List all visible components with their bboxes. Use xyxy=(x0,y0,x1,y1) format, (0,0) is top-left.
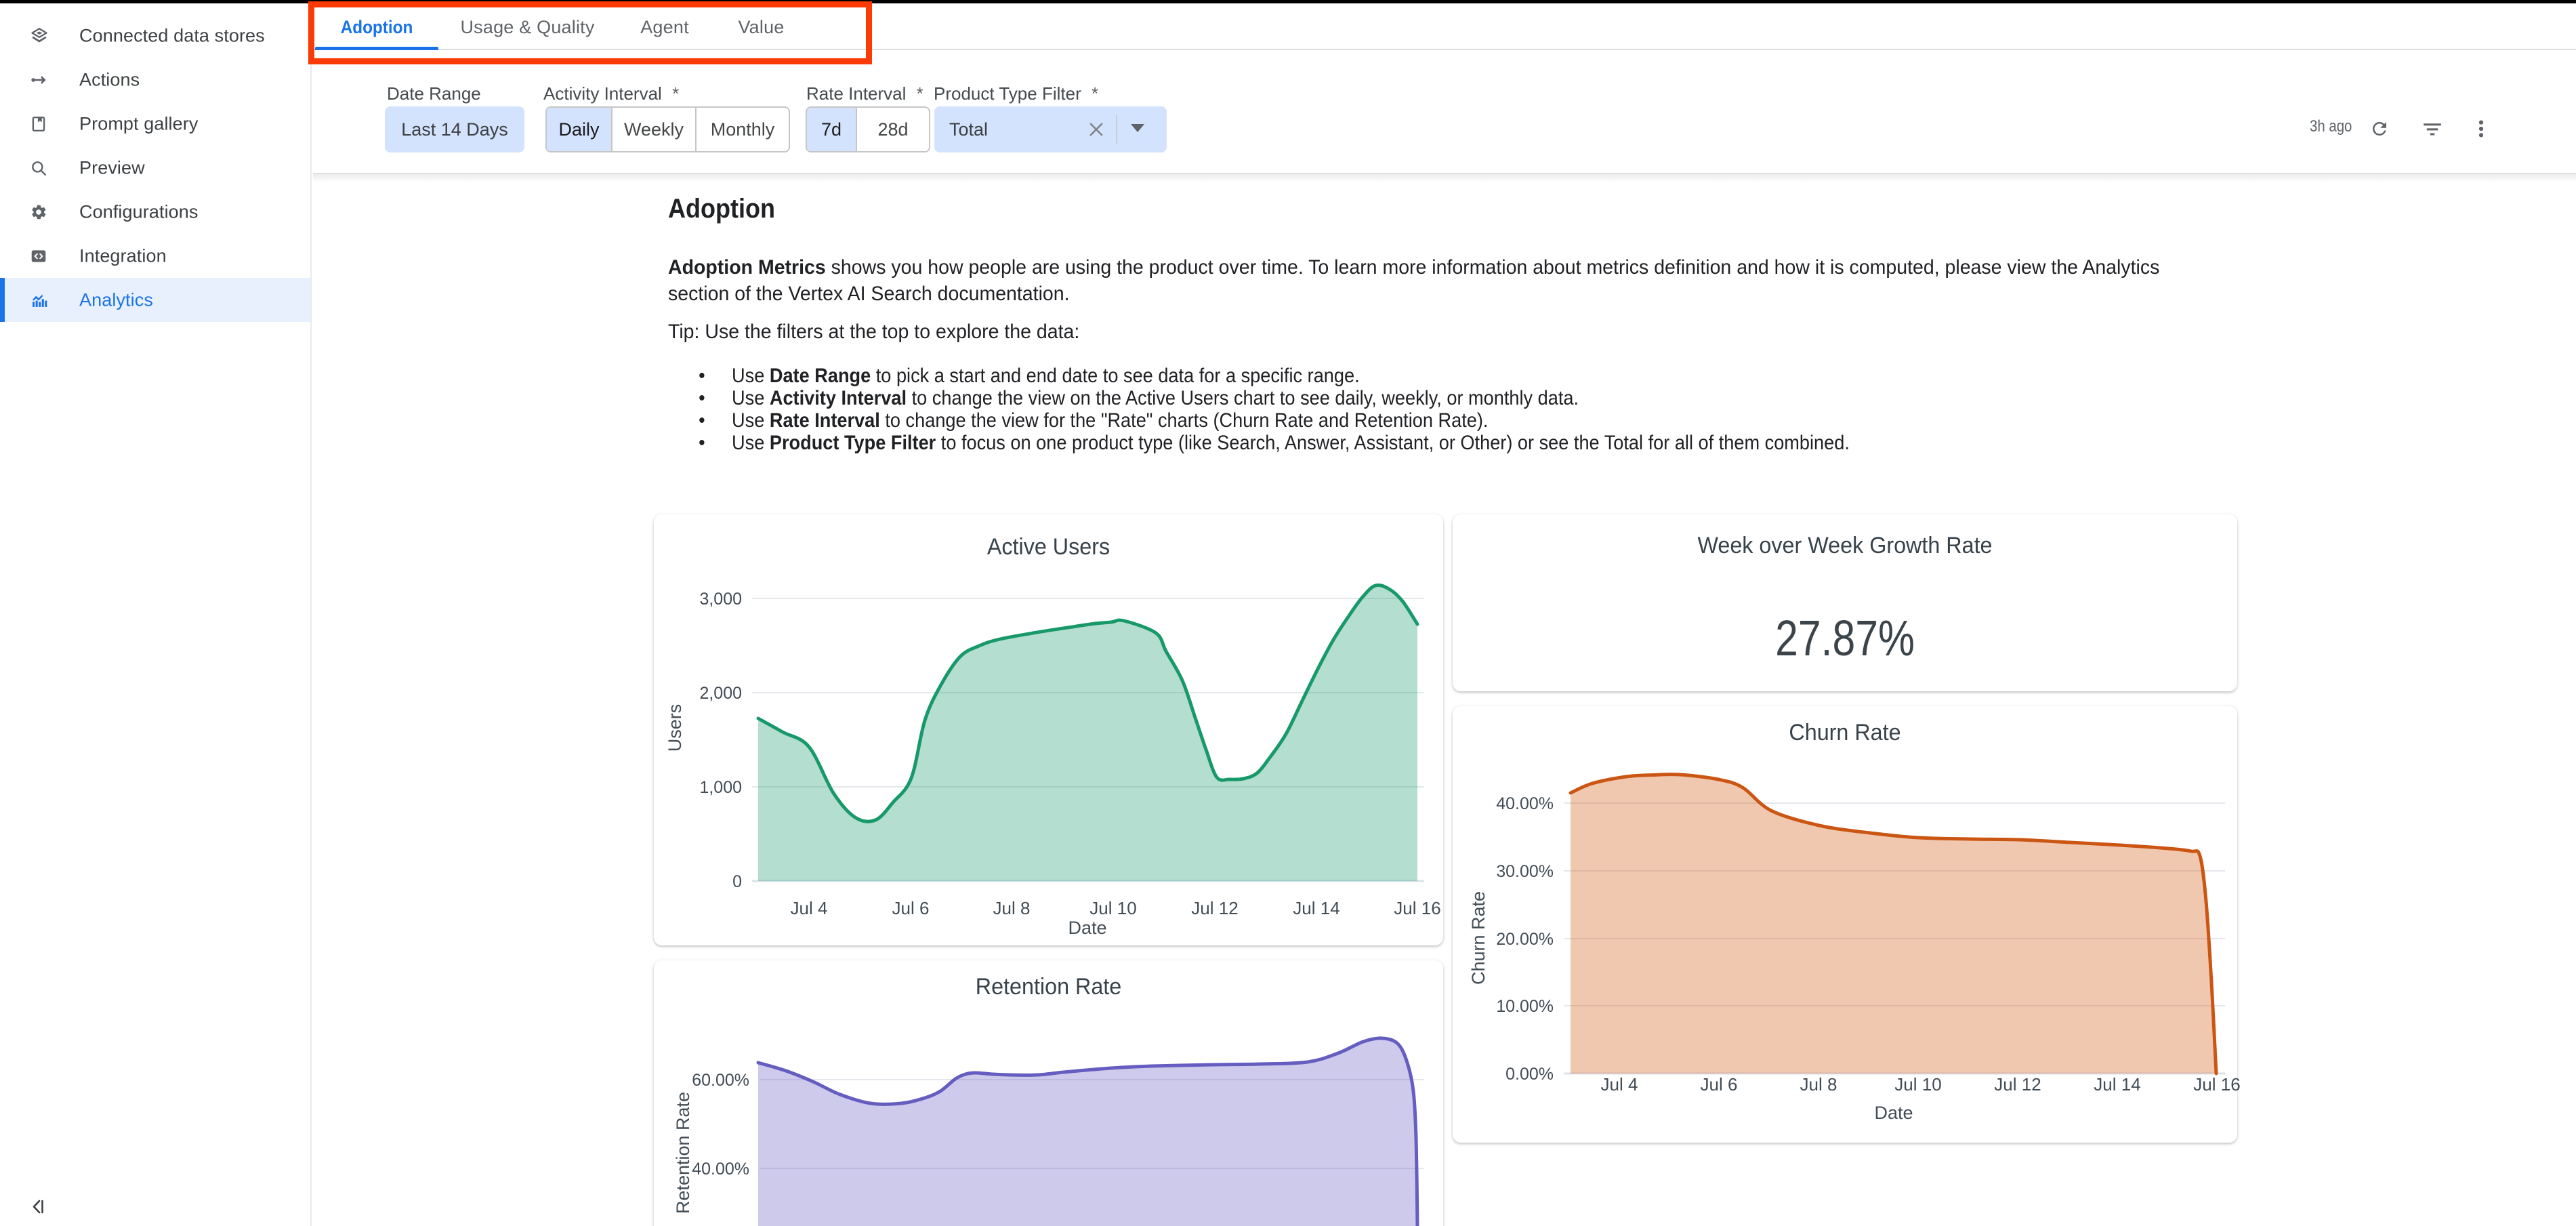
svg-text:Jul 6: Jul 6 xyxy=(892,898,930,918)
svg-text:0.00%: 0.00% xyxy=(1505,1065,1554,1084)
svg-text:40.00%: 40.00% xyxy=(692,1160,749,1179)
svg-text:40.00%: 40.00% xyxy=(1496,794,1554,813)
svg-text:Date: Date xyxy=(1874,1103,1913,1123)
svg-text:Date: Date xyxy=(1068,918,1106,938)
svg-text:3,000: 3,000 xyxy=(699,590,742,609)
svg-text:30.00%: 30.00% xyxy=(1496,862,1554,881)
svg-text:10.00%: 10.00% xyxy=(1496,997,1554,1016)
svg-text:Jul 10: Jul 10 xyxy=(1089,898,1136,918)
svg-text:Jul 14: Jul 14 xyxy=(2094,1074,2140,1095)
svg-text:Jul 4: Jul 4 xyxy=(791,898,828,918)
svg-text:Users: Users xyxy=(665,704,685,752)
svg-text:Jul 6: Jul 6 xyxy=(1701,1074,1738,1095)
svg-text:Jul 8: Jul 8 xyxy=(993,898,1031,918)
svg-text:Churn Rate: Churn Rate xyxy=(1468,891,1489,985)
svg-text:Jul 10: Jul 10 xyxy=(1894,1074,1941,1095)
svg-text:Retention Rate: Retention Rate xyxy=(673,1092,693,1214)
svg-text:0: 0 xyxy=(732,872,742,891)
svg-text:Jul 4: Jul 4 xyxy=(1601,1074,1638,1095)
svg-text:Jul 16: Jul 16 xyxy=(2193,1074,2240,1095)
svg-text:60.00%: 60.00% xyxy=(692,1071,749,1090)
svg-text:1,000: 1,000 xyxy=(699,778,742,797)
svg-text:20.00%: 20.00% xyxy=(1496,930,1554,949)
svg-text:Jul 14: Jul 14 xyxy=(1293,898,1339,918)
svg-text:Jul 16: Jul 16 xyxy=(1394,898,1440,918)
svg-text:Jul 8: Jul 8 xyxy=(1800,1074,1837,1095)
svg-text:Jul 12: Jul 12 xyxy=(1191,898,1238,918)
svg-text:Jul 12: Jul 12 xyxy=(1994,1074,2041,1095)
svg-text:2,000: 2,000 xyxy=(699,684,742,703)
